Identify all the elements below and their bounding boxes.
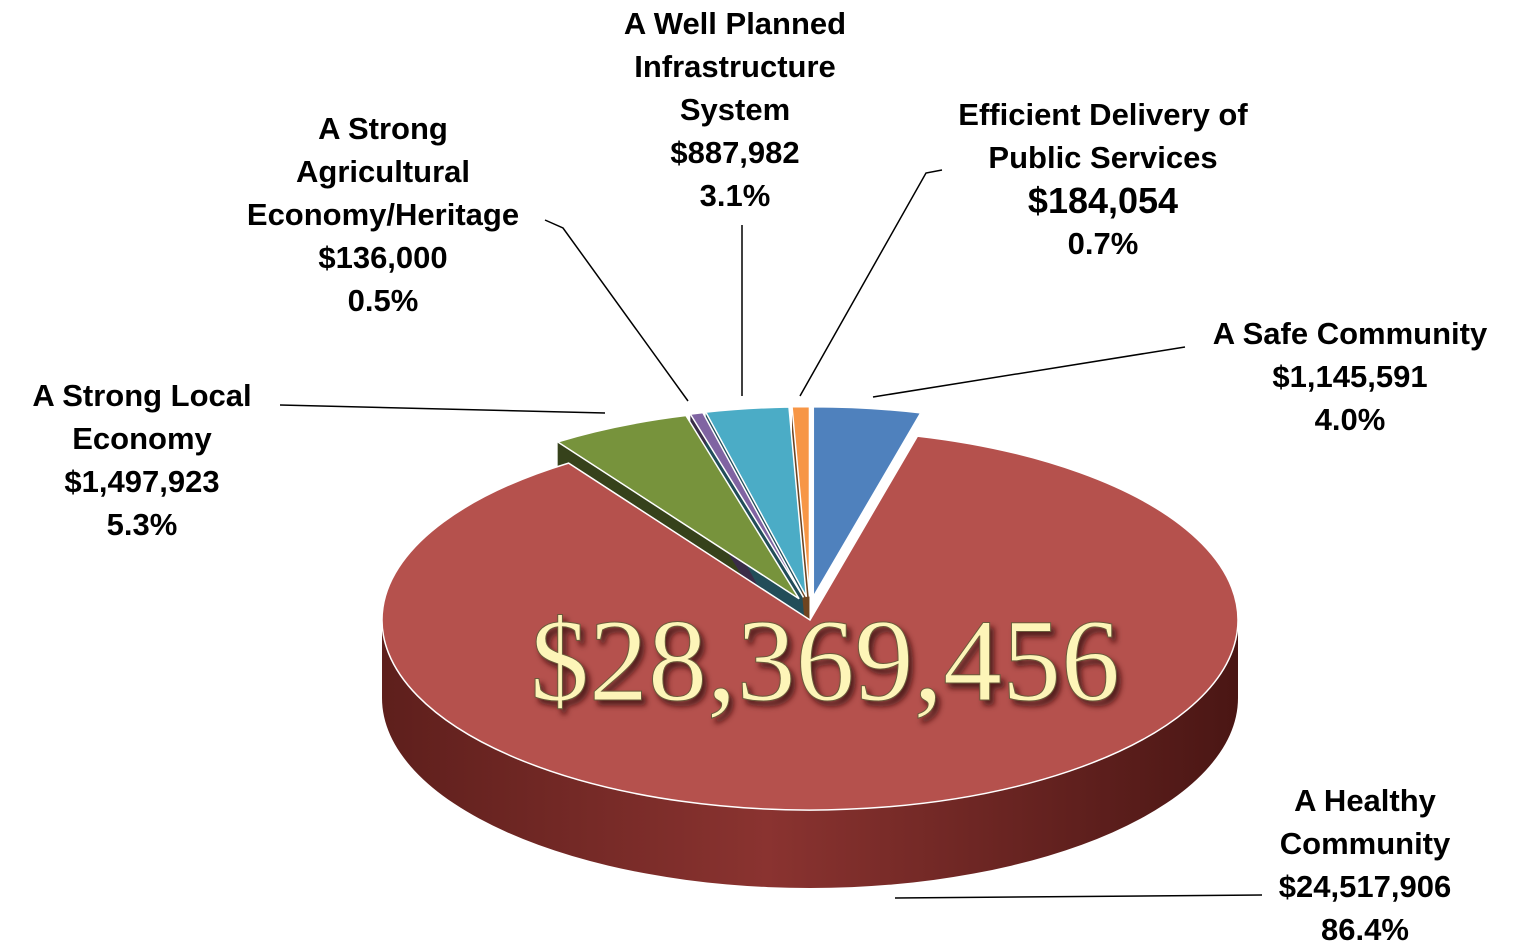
- slice-label: A Healthy Community $24,517,906 86.4%: [1245, 779, 1485, 945]
- category-label: A Healthy Community: [1279, 783, 1451, 861]
- percent-label: 5.3%: [106, 507, 178, 542]
- slice-side: [382, 620, 1238, 888]
- leader-line: [279, 404, 606, 414]
- total-label: $28,369,456: [530, 595, 1120, 726]
- percent-label: 3.1%: [699, 178, 771, 213]
- amount-label: $136,000: [318, 240, 448, 275]
- amount-label: $1,497,923: [64, 464, 220, 499]
- category-label: A Strong Agricultural Economy/Heritage: [246, 111, 520, 232]
- slice-label: A Strong Agricultural Economy/Heritage $1…: [233, 107, 533, 322]
- percent-label: 4.0%: [1314, 402, 1386, 437]
- pie-tops: [381, 405, 1239, 811]
- slice: [381, 435, 1239, 811]
- category-label: A Strong Local Economy: [32, 378, 252, 456]
- slice-label: Efficient Delivery of Public Services $18…: [938, 93, 1268, 265]
- amount-label: $24,517,906: [1278, 869, 1452, 904]
- category-label: A Safe Community: [1212, 316, 1488, 351]
- leader-line: [544, 219, 689, 402]
- slice: [689, 411, 805, 598]
- amount-label: $184,054: [1027, 180, 1179, 221]
- leader-line: [894, 894, 1263, 899]
- slice-label: A Safe Community $1,145,591 4.0%: [1170, 312, 1523, 441]
- percent-label: 0.5%: [347, 283, 419, 318]
- slice-label: A Well Planned Infrastructure System $887…: [600, 2, 870, 217]
- leader-line: [872, 346, 1186, 398]
- amount-label: $1,145,591: [1272, 359, 1428, 394]
- slice-label: A Strong Local Economy $1,497,923 5.3%: [0, 374, 287, 546]
- percent-label: 0.7%: [1067, 226, 1139, 261]
- slice: [812, 406, 922, 600]
- leader-line: [799, 169, 943, 397]
- slice: [555, 414, 800, 600]
- amount-label: $887,982: [670, 135, 800, 170]
- category-label: Efficient Delivery of Public Services: [958, 97, 1248, 175]
- percent-label: 86.4%: [1321, 912, 1409, 945]
- slice: [791, 405, 811, 597]
- category-label: A Well Planned Infrastructure System: [623, 6, 847, 127]
- slice: [704, 406, 808, 598]
